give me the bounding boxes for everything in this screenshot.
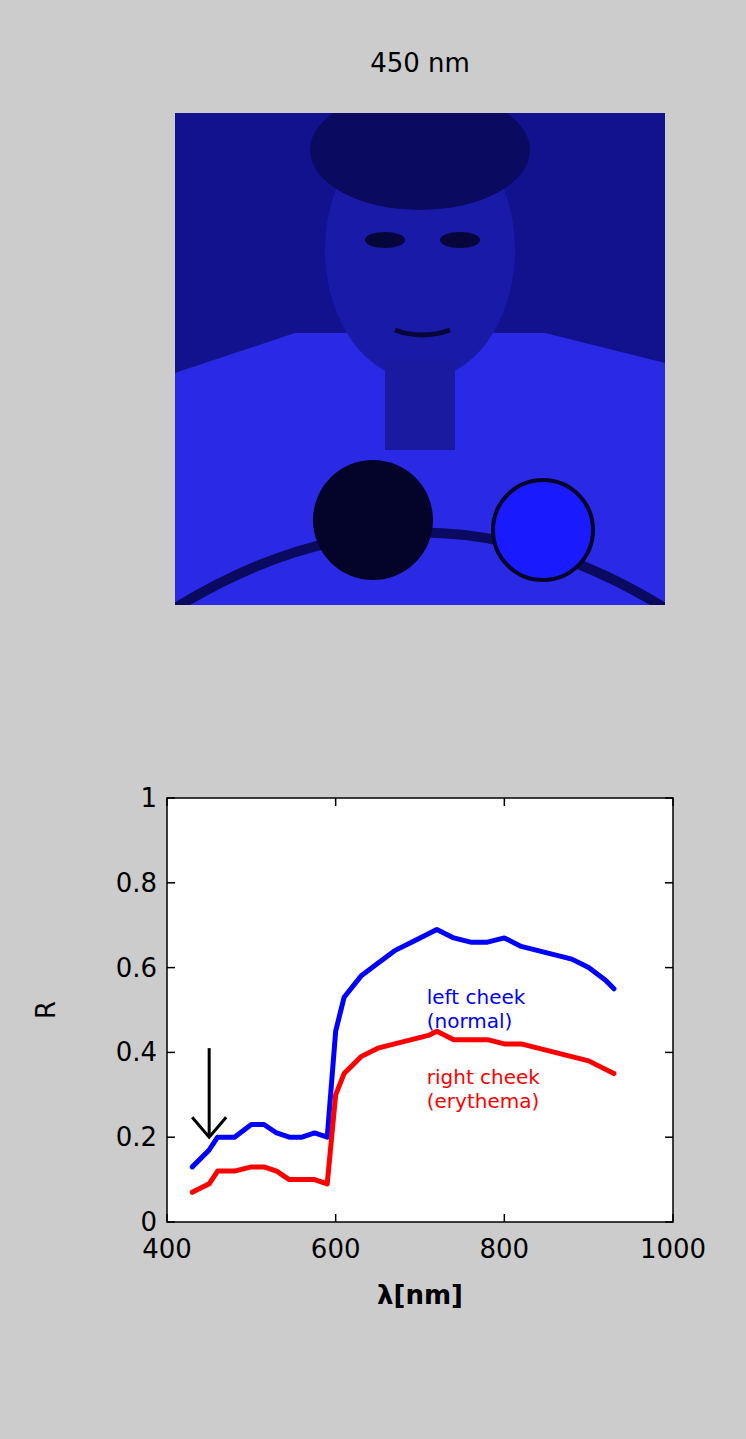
eye <box>440 232 480 248</box>
y-tick <box>665 1136 673 1138</box>
y-tick <box>167 1136 175 1138</box>
y-tick <box>167 1052 175 1054</box>
background <box>0 0 746 1439</box>
mouth <box>395 330 450 335</box>
series-line <box>192 929 614 1166</box>
x-tick-label: 600 <box>311 1234 361 1264</box>
y-tick-label: 1 <box>140 783 157 813</box>
arrow <box>192 1048 226 1137</box>
x-tick <box>504 1214 506 1222</box>
image <box>175 113 665 605</box>
dark-disc <box>313 460 433 580</box>
arrow-head <box>192 1117 226 1137</box>
y-tick-label: 0 <box>140 1207 157 1237</box>
y-tick-label: 0.2 <box>116 1122 157 1152</box>
series-line <box>192 1031 614 1192</box>
neck <box>385 360 455 450</box>
x-tick <box>335 1214 337 1222</box>
figure: 450 nm 400 600 800 1000 0 0.2 0.4 0.6 0.8 1 λ[nm] Rl… <box>0 0 746 1439</box>
series-labels: left cheek(normal) right cheek(erythema) <box>427 985 541 1114</box>
hair <box>310 113 530 210</box>
series-label: right cheek(erythema) <box>427 1065 541 1113</box>
axes: 400 600 800 1000 0 0.2 0.4 0.6 0.8 1 <box>116 783 706 1264</box>
x-tick-label: 800 <box>480 1234 530 1264</box>
x-tick-label: 1000 <box>640 1234 706 1264</box>
y-tick-label: 0.8 <box>116 868 157 898</box>
y-tick <box>665 967 673 969</box>
arrow-shaft <box>208 1048 211 1135</box>
y-tick <box>665 882 673 884</box>
y-tick <box>665 1052 673 1054</box>
x-tick-label: 400 <box>142 1234 192 1264</box>
eye <box>365 232 405 248</box>
lines <box>192 929 614 1192</box>
series-label: left cheek(normal) <box>427 985 526 1033</box>
y-tick-label: 0.4 <box>116 1037 157 1067</box>
bright-disc <box>493 480 593 580</box>
y-tick-label: 0.6 <box>116 953 157 983</box>
plot-area <box>167 798 673 1222</box>
plot-frame <box>167 798 673 1222</box>
image-title: 450 nm <box>370 48 470 78</box>
x-axis-title: λ[nm] <box>377 1280 463 1310</box>
y-axis-title: R <box>31 1001 61 1019</box>
x-tick <box>335 798 337 806</box>
y-tick <box>167 882 175 884</box>
x-tick <box>504 798 506 806</box>
y-tick <box>167 967 175 969</box>
